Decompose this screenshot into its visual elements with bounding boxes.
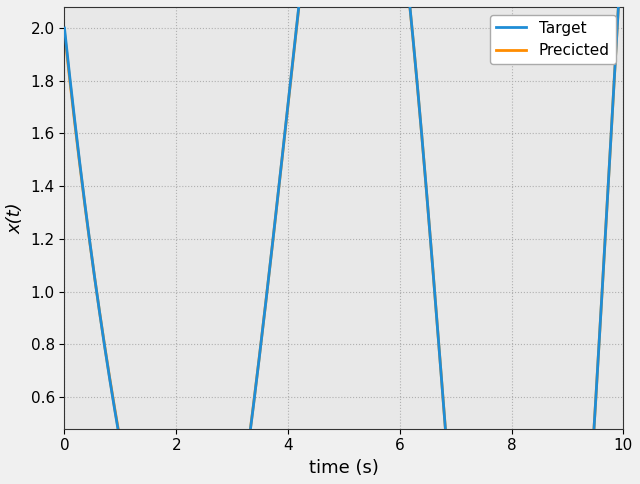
X-axis label: time (s): time (s): [309, 459, 379, 477]
Line: Precicted: Precicted: [65, 0, 623, 484]
Target: [61, 25, 68, 31]
Precicted: [61, 29, 68, 35]
Legend: Target, Precicted: Target, Precicted: [490, 15, 616, 64]
Precicted: [441, 419, 449, 424]
Line: Target: Target: [65, 0, 623, 484]
Y-axis label: x(t): x(t): [7, 202, 25, 234]
Target: [441, 419, 449, 425]
